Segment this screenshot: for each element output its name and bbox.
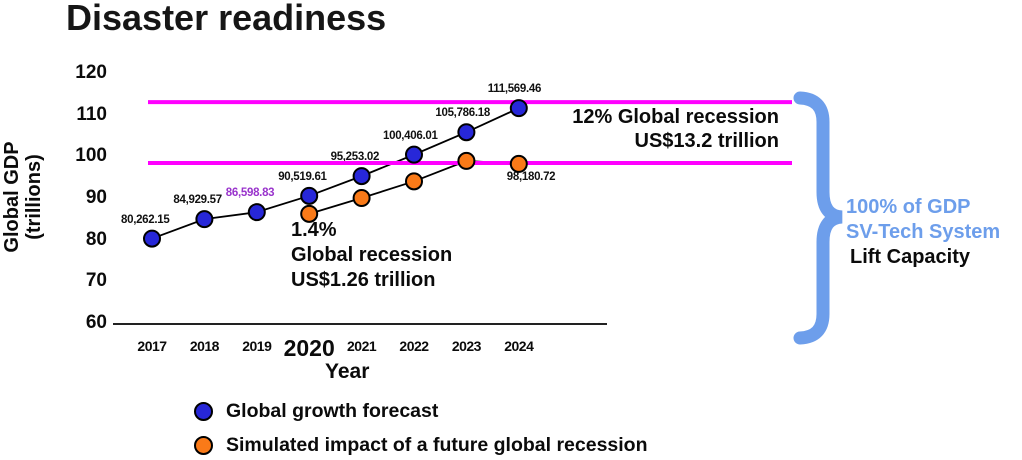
- forecast-dot-icon: [194, 401, 213, 421]
- y-tick-80: 80: [85, 228, 107, 250]
- legend-item-forecast: Global growth forecast: [194, 394, 648, 428]
- legend: Global growth forecast Simulated impact …: [194, 394, 648, 460]
- legend-label-recession: Simulated impact of a future global rece…: [226, 433, 648, 456]
- point-label: 95,253.02: [330, 151, 380, 164]
- lift-capacity-annotation: 100% of GDP SV-Tech System Lift Capacity: [846, 195, 1000, 270]
- legend-label-forecast: Global growth forecast: [226, 399, 439, 422]
- x-tick-2023: 2023: [451, 338, 482, 354]
- legend-item-recession: Simulated impact of a future global rece…: [194, 428, 648, 460]
- x-tick-2017: 2017: [137, 338, 167, 354]
- point-label: 105,786.18: [435, 107, 490, 120]
- point-label: 80,262.15: [121, 213, 170, 226]
- x-axis-title: Year: [325, 360, 370, 383]
- recession-dot-icon: [194, 435, 213, 455]
- y-tick-70: 70: [85, 270, 107, 292]
- recession-14-line3: US$1.26 trillion: [291, 269, 436, 291]
- point-label: 111,569.46: [487, 83, 542, 96]
- x-tick-2018: 2018: [189, 338, 220, 354]
- y-tick-110: 110: [76, 103, 107, 125]
- point-label: 90,519.61: [278, 170, 327, 183]
- y-tick-120: 120: [75, 62, 107, 83]
- capacity-line1: 100% of GDP: [846, 196, 971, 218]
- y-tick-100: 100: [75, 145, 107, 167]
- y-tick-90: 90: [85, 187, 107, 208]
- x-tick-2022: 2022: [399, 338, 429, 354]
- recession-12-annotation: 12% Global recession US$13.2 trillion: [533, 105, 779, 153]
- x-tick-2024: 2024: [504, 338, 534, 354]
- y-tick-60: 60: [85, 312, 107, 333]
- x-tick-2020: 2020: [283, 335, 335, 361]
- point-label: 100,406.01: [383, 129, 438, 142]
- x-tick-2021: 2021: [347, 338, 377, 354]
- point-label: 84,929.57: [173, 194, 222, 207]
- point-label: 98,180.72: [506, 170, 556, 183]
- recession-14-annotation: 1.4% Global recession US$1.26 trillion: [291, 218, 452, 293]
- x-tick-2019: 2019: [242, 338, 272, 354]
- recession-14-line2: Global recession: [291, 244, 453, 266]
- capacity-line2: SV-Tech System: [846, 221, 1001, 243]
- chart-title: Disaster readiness: [66, 0, 387, 38]
- recession-12-line1: 12% Global recession: [572, 106, 779, 128]
- recession-12-line2: US$13.2 trillion: [634, 130, 780, 152]
- capacity-line3: Lift Capacity: [850, 246, 971, 268]
- point-label: 86,598.83: [225, 187, 275, 200]
- recession-14-line1: 1.4%: [291, 219, 337, 241]
